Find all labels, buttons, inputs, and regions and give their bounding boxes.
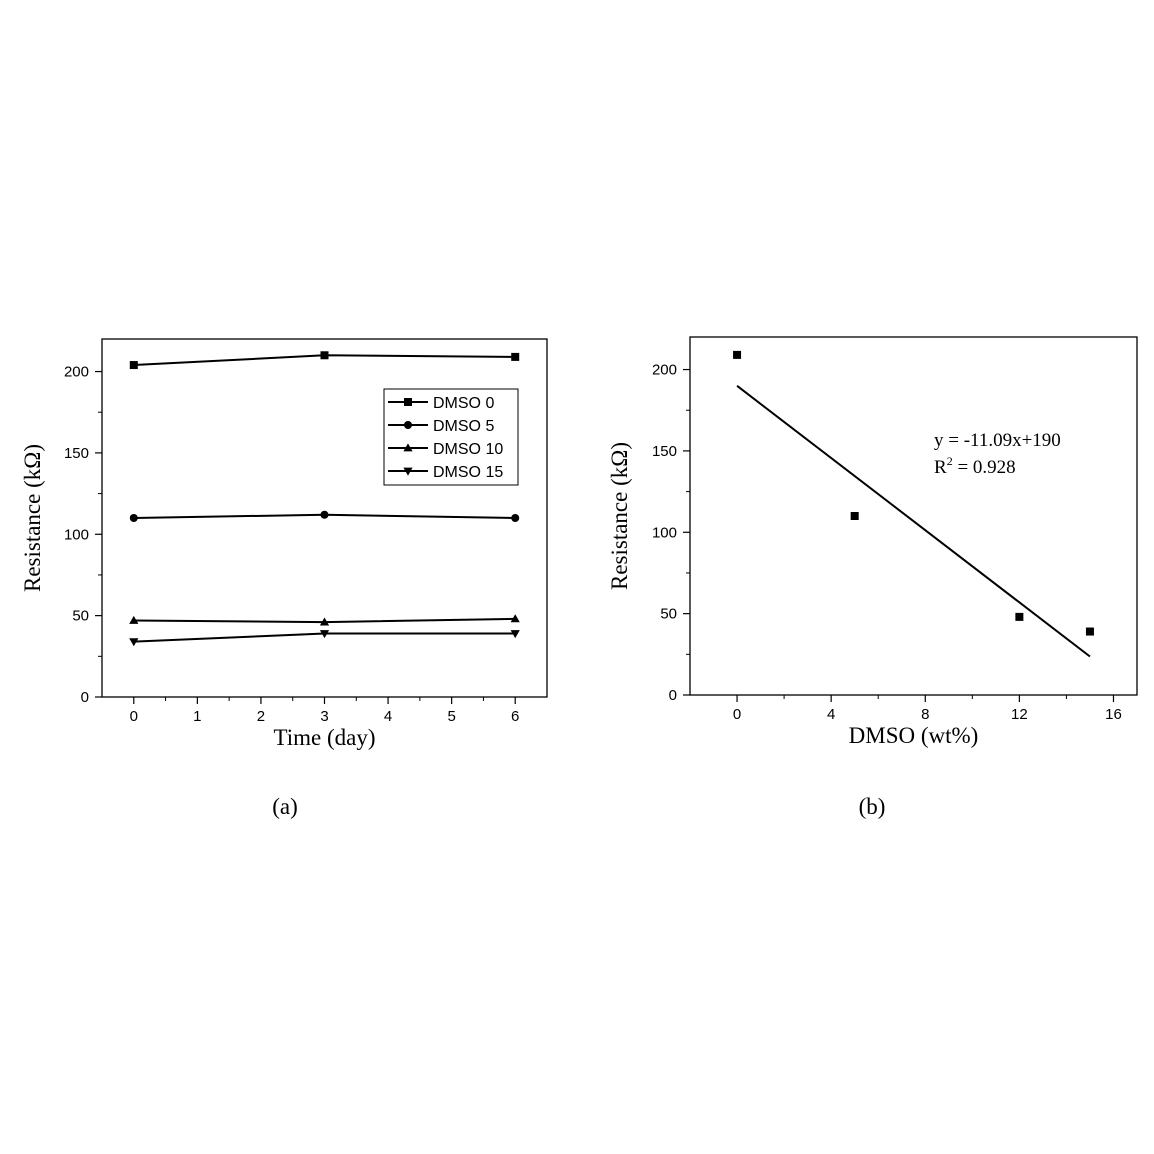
- y-tick-label-a: 0: [81, 689, 89, 706]
- chart-panel-b: 0 4 8 12 16 0 50 100 150 200 y = -11.09x+190 R2 =…: [607, 336, 1138, 819]
- data-point-1-1: [320, 510, 329, 519]
- y-axis-title-b: Resistance (kΩ): [607, 442, 632, 590]
- x-tick-label-b: 16: [1105, 706, 1122, 723]
- legend-marker-1: [404, 421, 412, 429]
- x-tick-label-b: 8: [921, 706, 929, 723]
- scatter-point-3: [1085, 627, 1094, 636]
- x-tick-label-a: 6: [511, 708, 519, 725]
- legend-entry-2: DMSO 10: [433, 441, 503, 458]
- y-tick-label-a: 50: [72, 608, 89, 625]
- legend-entry-0: DMSO 0: [433, 395, 494, 412]
- x-tick-label-a: 3: [320, 708, 328, 725]
- r2-value: = 0.928: [953, 457, 1016, 478]
- y-tick-label-b: 200: [652, 362, 677, 379]
- legend-marker-3: [403, 467, 413, 476]
- panel-label-b: (b): [859, 794, 886, 819]
- fit-equation: y = -11.09x+190: [934, 430, 1061, 451]
- legend-entry-3: DMSO 15: [433, 464, 503, 481]
- x-tick-label-b: 0: [733, 706, 741, 723]
- axis-ticks-b: 0 4 8 12 16 0 50 100 150 200: [652, 362, 1122, 723]
- r2-prefix: R: [934, 457, 947, 478]
- x-tick-label-a: 4: [384, 708, 392, 725]
- plot-frame-b: [689, 336, 1138, 696]
- data-point-3-0: [129, 638, 139, 647]
- y-axis-title-a: Resistance (kΩ): [20, 444, 45, 592]
- data-point-0-1: [320, 351, 329, 360]
- data-point-1-0: [129, 514, 138, 522]
- data-point-2-0: [129, 615, 139, 624]
- y-tick-label-b: 50: [660, 606, 677, 623]
- panel-label-a: (a): [272, 794, 298, 819]
- data-point-3-2: [510, 630, 520, 639]
- scatter-markers-b: [733, 350, 1094, 636]
- scatter-point-0: [733, 350, 742, 359]
- x-tick-label-b: 4: [827, 706, 835, 723]
- x-axis-title-b: DMSO (wt%): [849, 723, 979, 748]
- data-point-3-1: [319, 630, 330, 639]
- y-tick-label-b: 100: [652, 524, 677, 541]
- scatter-point-1: [850, 512, 859, 520]
- data-point-0-2: [511, 352, 520, 361]
- data-point-2-1: [319, 617, 330, 626]
- fit-r-squared: R2 = 0.928: [934, 454, 1016, 478]
- data-point-2-2: [510, 614, 520, 623]
- y-tick-label-b: 0: [669, 687, 677, 704]
- y-tick-label-a: 150: [64, 445, 89, 462]
- y-tick-label-a: 100: [64, 526, 89, 543]
- x-tick-label-a: 0: [130, 708, 138, 725]
- y-tick-label-a: 200: [64, 364, 89, 381]
- x-tick-label-a: 1: [193, 708, 201, 725]
- r2-superscript: 2: [947, 454, 953, 468]
- legend-marker-0: [404, 398, 412, 406]
- x-tick-label-a: 2: [257, 708, 265, 725]
- fit-line: [736, 385, 1091, 658]
- x-tick-label-b: 12: [1011, 706, 1028, 723]
- data-point-0-0: [129, 361, 138, 370]
- x-tick-label-a: 5: [447, 708, 455, 725]
- scatter-point-2: [1015, 612, 1024, 621]
- y-tick-label-b: 150: [652, 443, 677, 460]
- axis-ticks-a: 0 1 2 3 4 5 6 0 50 100 150 200: [64, 364, 519, 725]
- legend-marker-2: [403, 443, 413, 452]
- data-point-1-2: [511, 514, 520, 522]
- x-axis-title-a: Time (day): [273, 725, 375, 750]
- legend-entry-1: DMSO 5: [433, 418, 494, 435]
- series-markers-a: [129, 351, 520, 647]
- legend-a: DMSO 0 DMSO 5 DMSO 10 DMSO 15: [383, 388, 519, 486]
